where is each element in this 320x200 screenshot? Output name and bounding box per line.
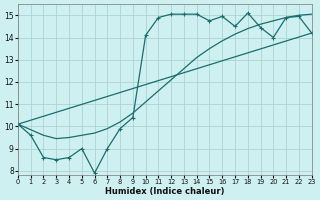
X-axis label: Humidex (Indice chaleur): Humidex (Indice chaleur)	[105, 187, 225, 196]
